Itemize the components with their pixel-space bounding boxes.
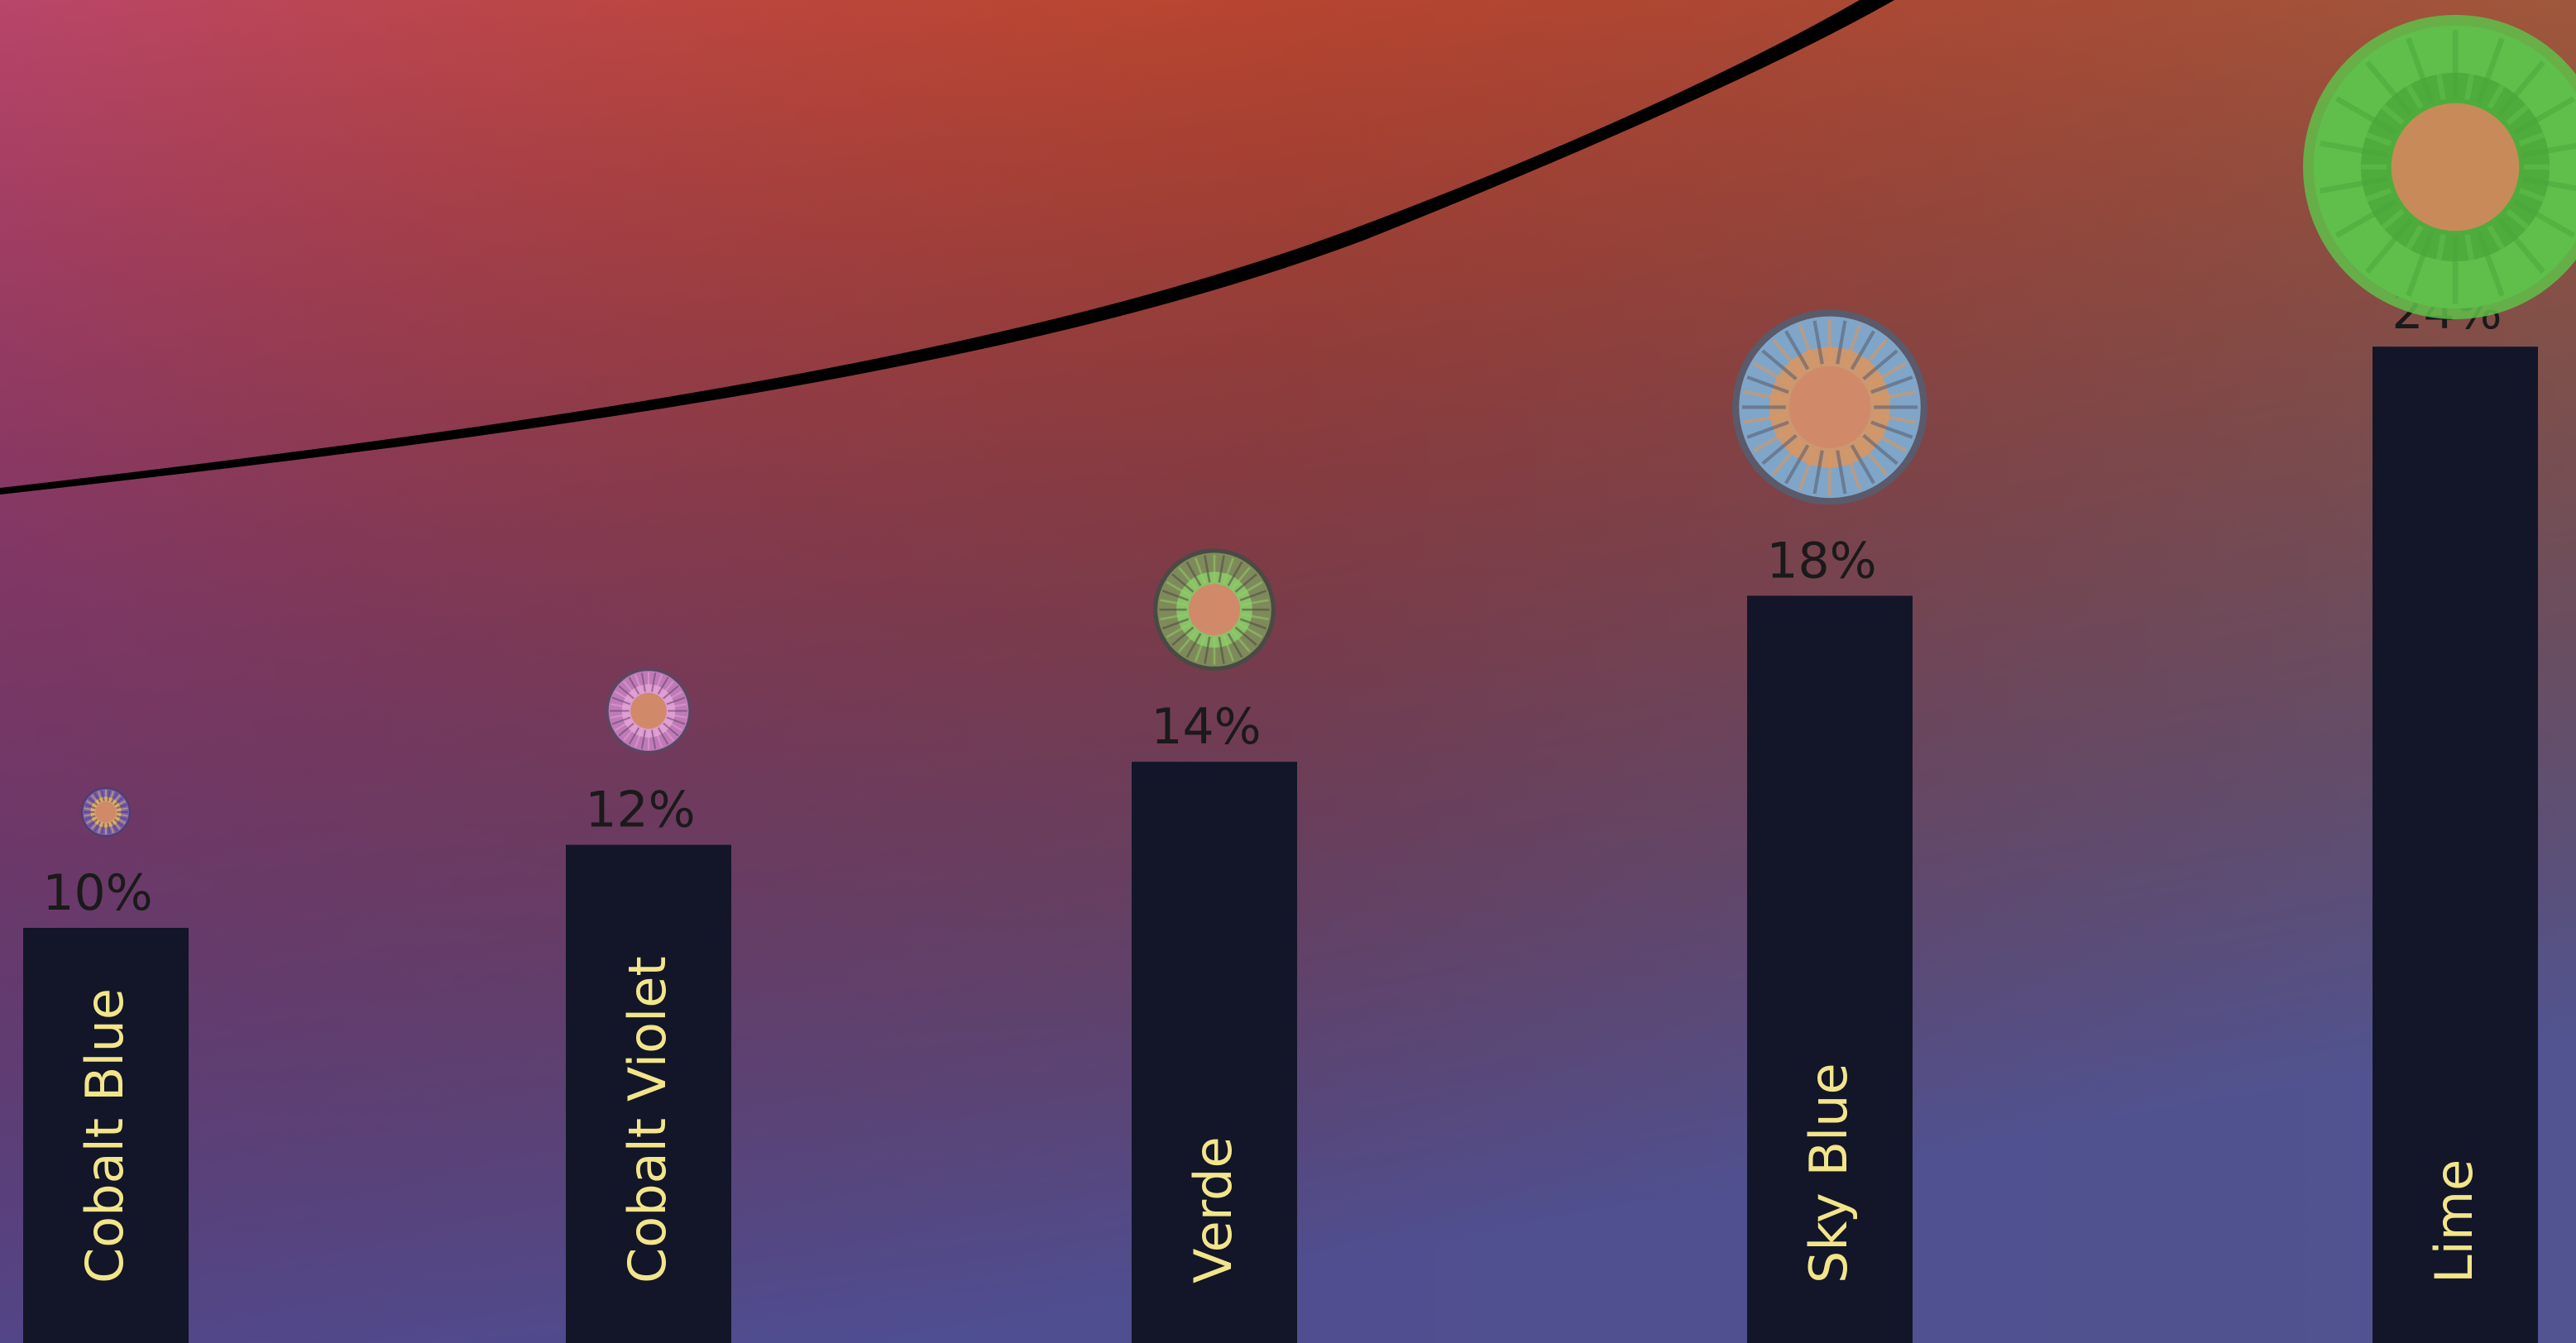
category-label: Cobalt Violet bbox=[617, 956, 678, 1283]
category-label: Lime bbox=[2424, 1159, 2484, 1283]
category-label: Verde bbox=[1183, 1136, 1243, 1283]
value-label: 18% bbox=[1766, 532, 1876, 590]
bar-cobalt-blue bbox=[23, 928, 189, 1343]
cobalt-violet-lens-icon bbox=[606, 667, 692, 754]
cobalt-blue-lens-icon bbox=[81, 787, 131, 837]
bar-verde bbox=[1132, 762, 1297, 1343]
value-label: 14% bbox=[1151, 698, 1261, 756]
value-label: 10% bbox=[42, 864, 152, 922]
lime-lens-icon bbox=[2303, 15, 2576, 319]
category-label: Cobalt Blue bbox=[74, 988, 135, 1283]
bar-cobalt-violet bbox=[566, 844, 731, 1343]
bars-layer: Cobalt Blue 10% Cobalt Violet 12% Verde 14% Sk… bbox=[23, 15, 2576, 1343]
value-label: 12% bbox=[585, 781, 695, 839]
sky-blue-lens-icon bbox=[1732, 309, 1927, 505]
bar-lime bbox=[2373, 347, 2538, 1343]
category-label: Sky Blue bbox=[1798, 1063, 1859, 1283]
bar-sky-blue bbox=[1747, 595, 1913, 1343]
verde-lens-icon bbox=[1153, 548, 1276, 672]
